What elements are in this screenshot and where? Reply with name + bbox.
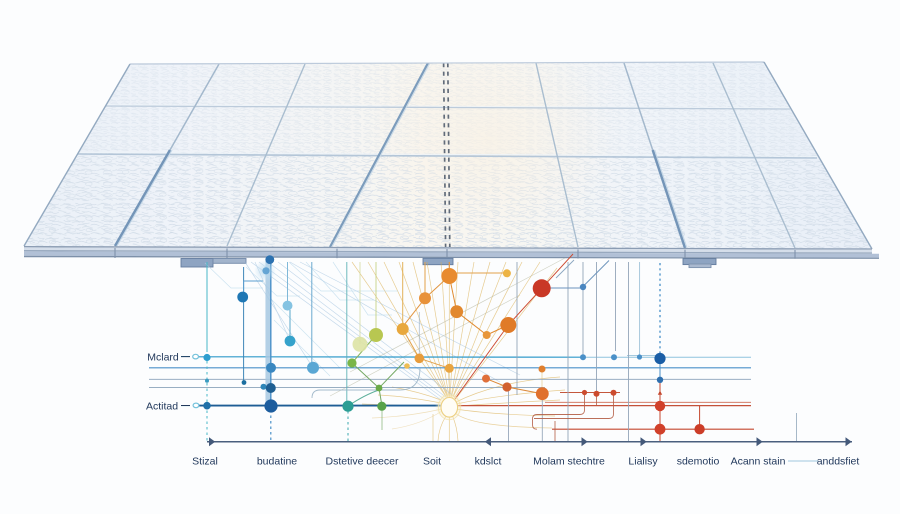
svg-text:Stizal: Stizal — [192, 456, 218, 468]
svg-text:Lialisy: Lialisy — [628, 456, 658, 468]
svg-text:Soit: Soit — [423, 456, 441, 468]
svg-text:sdemotio: sdemotio — [677, 456, 720, 468]
svg-text:budatine: budatine — [257, 456, 297, 468]
svg-text:Acann stain: Acann stain — [731, 456, 786, 468]
svg-text:anddsfiet: anddsfiet — [817, 456, 860, 468]
svg-text:Molam stechtre: Molam stechtre — [533, 456, 605, 468]
svg-text:Dstetive deecer: Dstetive deecer — [326, 456, 399, 468]
svg-text:Actitad: Actitad — [146, 401, 178, 413]
svg-text:Mclard: Mclard — [147, 352, 179, 364]
svg-text:kdslct: kdslct — [475, 456, 502, 468]
